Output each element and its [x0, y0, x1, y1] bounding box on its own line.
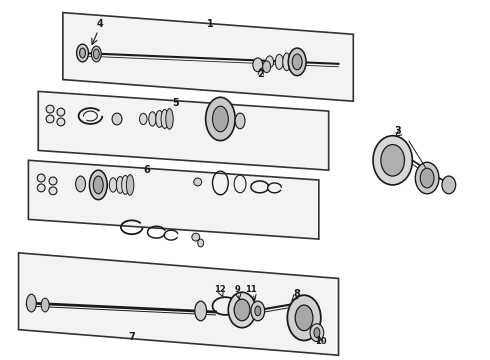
Ellipse shape	[194, 178, 202, 186]
Ellipse shape	[381, 145, 405, 176]
Ellipse shape	[57, 108, 65, 116]
Ellipse shape	[122, 175, 129, 194]
Ellipse shape	[234, 299, 250, 321]
Ellipse shape	[255, 306, 261, 316]
Polygon shape	[28, 160, 319, 239]
Ellipse shape	[253, 58, 263, 72]
Ellipse shape	[251, 301, 265, 321]
Ellipse shape	[235, 113, 245, 129]
Ellipse shape	[263, 61, 270, 73]
Ellipse shape	[109, 178, 117, 192]
Text: 8: 8	[294, 289, 301, 299]
Ellipse shape	[228, 292, 256, 328]
Ellipse shape	[57, 118, 65, 126]
Ellipse shape	[288, 48, 306, 76]
Polygon shape	[38, 91, 329, 170]
Ellipse shape	[140, 113, 147, 125]
Ellipse shape	[49, 177, 57, 185]
Ellipse shape	[94, 176, 103, 194]
Polygon shape	[63, 13, 353, 101]
Text: 3: 3	[394, 126, 401, 136]
Ellipse shape	[126, 175, 134, 195]
Text: 12: 12	[215, 285, 226, 294]
Ellipse shape	[206, 97, 235, 141]
Ellipse shape	[198, 239, 204, 247]
Ellipse shape	[75, 176, 85, 192]
Ellipse shape	[292, 54, 302, 70]
Ellipse shape	[156, 111, 163, 127]
Ellipse shape	[295, 305, 313, 330]
Ellipse shape	[266, 56, 273, 68]
Ellipse shape	[166, 109, 173, 129]
Ellipse shape	[37, 184, 45, 192]
Ellipse shape	[49, 187, 57, 195]
Ellipse shape	[46, 115, 54, 123]
Ellipse shape	[161, 109, 169, 129]
Ellipse shape	[442, 176, 456, 194]
Ellipse shape	[100, 179, 108, 190]
Ellipse shape	[287, 295, 321, 341]
Ellipse shape	[46, 105, 54, 113]
Text: 9: 9	[234, 285, 240, 294]
Ellipse shape	[192, 233, 200, 241]
Ellipse shape	[310, 324, 324, 342]
Ellipse shape	[90, 170, 107, 200]
Ellipse shape	[76, 44, 89, 62]
Ellipse shape	[373, 136, 413, 185]
Ellipse shape	[94, 49, 99, 59]
Ellipse shape	[26, 294, 36, 312]
Text: 10: 10	[315, 337, 327, 346]
Text: 4: 4	[97, 19, 104, 30]
Ellipse shape	[37, 174, 45, 182]
Ellipse shape	[420, 168, 434, 188]
Ellipse shape	[213, 106, 228, 132]
Ellipse shape	[41, 298, 49, 312]
Text: 1: 1	[207, 19, 214, 30]
Ellipse shape	[416, 162, 439, 194]
Text: 7: 7	[128, 332, 135, 342]
Polygon shape	[19, 253, 339, 355]
Text: 2: 2	[257, 69, 264, 79]
Text: 11: 11	[245, 285, 257, 294]
Text: 5: 5	[172, 98, 179, 108]
Ellipse shape	[293, 51, 301, 73]
Ellipse shape	[92, 46, 101, 62]
Ellipse shape	[288, 52, 296, 72]
Ellipse shape	[275, 54, 283, 69]
Ellipse shape	[195, 301, 207, 321]
Text: 6: 6	[143, 165, 150, 175]
Ellipse shape	[112, 113, 122, 125]
Ellipse shape	[314, 328, 320, 338]
Ellipse shape	[79, 48, 85, 58]
Ellipse shape	[117, 176, 124, 193]
Ellipse shape	[283, 53, 291, 71]
Ellipse shape	[149, 112, 156, 126]
